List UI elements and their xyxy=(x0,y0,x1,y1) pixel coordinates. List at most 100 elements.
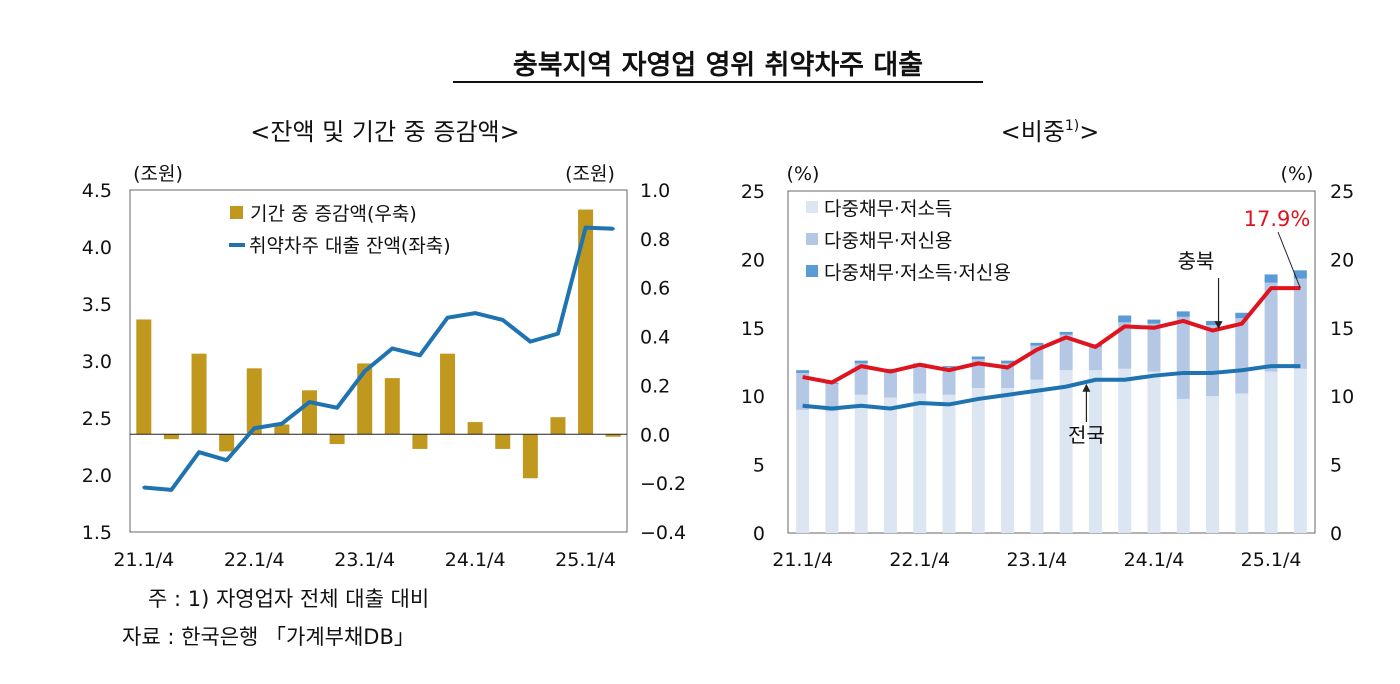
x-tick-label: 22.1/4 xyxy=(889,549,950,571)
arrow-national-head xyxy=(1082,383,1091,392)
y-tick-left: 4.5 xyxy=(82,180,112,202)
line-point xyxy=(225,458,229,462)
x-tick-label: 24.1/4 xyxy=(445,549,506,571)
legend-swatch-1 xyxy=(806,201,818,213)
bar-change xyxy=(384,378,400,435)
bar-change xyxy=(274,424,290,435)
stacked-bar-segment-3 xyxy=(1147,319,1161,324)
y-tick-right: 0 xyxy=(1330,523,1342,545)
stacked-bar-segment-3 xyxy=(1235,312,1249,319)
stacked-bar-segment-3 xyxy=(1264,274,1278,283)
stacked-bar-segment-1 xyxy=(1235,393,1249,533)
stacked-bar-segment-1 xyxy=(942,394,956,533)
line-point xyxy=(418,353,422,357)
note-text: 주 : 1) 자영업자 전체 대출 대비 xyxy=(148,587,429,611)
stacked-bar-segment-2 xyxy=(1206,325,1220,397)
line-point xyxy=(390,346,394,350)
stacked-bar-segment-1 xyxy=(1059,370,1073,533)
stacked-bar-segment-1 xyxy=(883,397,897,533)
x-tick-label: 25.1/4 xyxy=(555,549,616,571)
source-text: 자료 : 한국은행 「가계부채DB」 xyxy=(122,625,415,649)
bar-change xyxy=(467,422,483,435)
stacked-bar-segment-3 xyxy=(1001,360,1015,364)
x-tick-label: 23.1/4 xyxy=(334,549,395,571)
y-tick-right: 10 xyxy=(1330,386,1354,408)
stacked-bar-segment-1 xyxy=(1118,368,1132,533)
annotation-national: 전국 xyxy=(1068,423,1105,447)
y-tick-left: 3.5 xyxy=(82,294,112,316)
stacked-bar-segment-1 xyxy=(1176,398,1190,533)
stacked-bar-segment-2 xyxy=(1235,318,1249,394)
x-tick-label: 21.1/4 xyxy=(772,549,833,571)
y-tick-right: 0.8 xyxy=(640,229,670,251)
line-point xyxy=(528,340,532,344)
stacked-bar-segment-2 xyxy=(1118,322,1132,369)
line-point xyxy=(252,426,256,430)
stacked-bar-segment-2 xyxy=(913,364,927,394)
line-balance xyxy=(143,225,614,492)
bar-change xyxy=(246,368,262,435)
stacked-bar-segment-1 xyxy=(971,387,985,533)
stacked-bar-segment-1 xyxy=(1206,396,1220,533)
y-tick-left: 1.5 xyxy=(82,522,112,544)
line-national xyxy=(802,364,1301,411)
stacked-bar-segment-2 xyxy=(1264,282,1278,372)
y-tick-right: 0.6 xyxy=(640,278,670,300)
y-tick-right: 0.2 xyxy=(640,375,670,397)
y-tick-right: 20 xyxy=(1330,249,1354,271)
right-title-end: > xyxy=(1079,118,1099,146)
bar-change xyxy=(578,209,594,435)
bar-change xyxy=(605,434,621,437)
bar-change xyxy=(440,353,456,435)
bar-change xyxy=(163,434,179,440)
y-tick-left: 15 xyxy=(741,318,765,340)
right-chart: 0 0 5 5 10 10 15 15 20 20 25 25 21.1/4 22.1/4 23.1/4 24… xyxy=(741,181,1354,571)
bar-change xyxy=(191,353,207,435)
y-tick-left: 5 xyxy=(753,455,765,477)
line-point xyxy=(501,318,505,322)
annotation-chungbuk: 충북 xyxy=(1178,249,1215,273)
y-tick-right: 25 xyxy=(1330,181,1354,203)
line-point xyxy=(142,486,146,490)
stacked-bar-segment-3 xyxy=(854,360,868,364)
right-unit-right: (%) xyxy=(1281,163,1314,185)
bar-change xyxy=(329,434,345,445)
stacked-bar-segment-3 xyxy=(1059,331,1073,335)
stacked-bar-segment-2 xyxy=(825,383,839,412)
stacked-bar-segment-2 xyxy=(1001,363,1015,388)
line-point xyxy=(363,369,367,373)
bar-change xyxy=(522,434,538,479)
annotation-last-value: 17.9% xyxy=(1244,207,1311,231)
plot-frame xyxy=(787,190,1316,534)
line-point xyxy=(611,227,615,231)
stacked-bar-segment-3 xyxy=(1293,270,1307,279)
y-tick-left: 20 xyxy=(741,249,765,271)
stacked-bar-segment-2 xyxy=(971,359,985,388)
legend-swatch-2 xyxy=(806,233,818,245)
legend-label-3: 다중채무·저소득·저신용 xyxy=(824,262,1011,284)
right-title-main: <비중 xyxy=(1001,118,1065,146)
line-point xyxy=(280,422,284,426)
line-point xyxy=(335,406,339,410)
legend-label-bar: 기간 중 증감액(우축) xyxy=(250,203,417,225)
stacked-bar-segment-1 xyxy=(825,411,839,533)
arrow-chungbuk-head xyxy=(1214,321,1223,330)
stacked-bar-segment-2 xyxy=(883,370,897,398)
line-point xyxy=(446,316,450,320)
plot-frame xyxy=(129,189,628,533)
y-tick-left: 4.0 xyxy=(82,237,112,259)
stacked-bar-segment-1 xyxy=(1001,387,1015,533)
legend-label-2: 다중채무·저신용 xyxy=(824,230,952,252)
stacked-bar-segment-2 xyxy=(1030,345,1044,380)
figure-title: 충북지역 자영업 영위 취약차주 대출 xyxy=(513,50,923,81)
bar-change xyxy=(136,319,152,435)
legend-label-line: 취약차주 대출 잔액(좌축) xyxy=(249,235,451,257)
bar-change xyxy=(357,363,373,435)
legend-swatch-3 xyxy=(806,265,818,277)
stacked-bar-segment-3 xyxy=(971,356,985,360)
stacked-bar-segment-1 xyxy=(1147,371,1161,533)
stacked-bar-segment-2 xyxy=(796,372,810,410)
line-point xyxy=(556,332,560,336)
stacked-bar-segment-3 xyxy=(1176,311,1190,317)
x-tick-label: 22.1/4 xyxy=(224,549,285,571)
